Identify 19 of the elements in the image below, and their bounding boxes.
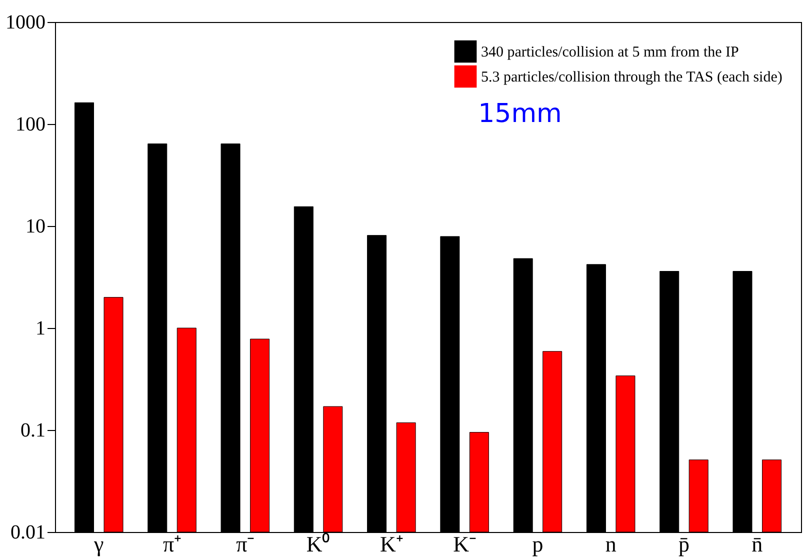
x-tick-label: π⁺ [162, 532, 182, 556]
y-tick-label: 1000 [6, 12, 46, 34]
x-tick-label: K⁰ [306, 532, 330, 556]
y-tick-label: 0.1 [20, 420, 46, 442]
y-tick-label: 10 [26, 216, 46, 238]
x-tick-label: p̄ [678, 532, 690, 556]
x-tick-label: π⁻ [236, 532, 254, 556]
x-tick-label: n [605, 532, 616, 556]
y-tick-label: 100 [16, 114, 46, 136]
y-tick-label: 1 [36, 318, 46, 340]
legend-label: 5.3 particles/collision through the TAS (each side) [481, 70, 782, 86]
legend-label: 340 particles/collision at 5 mm from the IP [481, 44, 739, 60]
x-tick-label: K⁻ [453, 532, 476, 556]
annotation: 15mm [478, 99, 562, 129]
x-tick-label: γ [93, 532, 104, 556]
x-tick-label: p [532, 532, 544, 556]
x-tick-label: K⁺ [380, 532, 403, 556]
y-tick-label: 0.01 [10, 522, 46, 544]
x-tick-label: n̄ [752, 532, 763, 556]
